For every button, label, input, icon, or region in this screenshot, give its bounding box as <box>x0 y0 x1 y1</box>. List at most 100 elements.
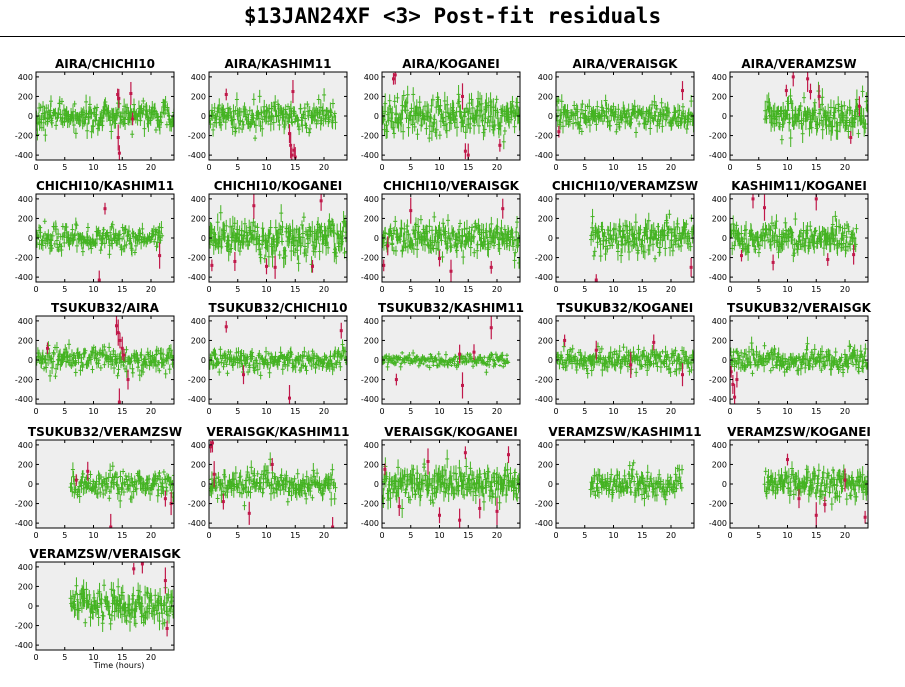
flagged-point <box>849 136 853 140</box>
y-tick-label: 200 <box>364 92 379 101</box>
flagged-point <box>498 143 502 147</box>
flagged-point <box>740 254 743 258</box>
x-tick-label: 10 <box>608 285 618 294</box>
y-tick-label: 400 <box>712 73 727 82</box>
panel-title: AIRA/CHICHI10 <box>55 57 155 71</box>
x-tick-label: 0 <box>206 163 211 172</box>
flagged-point <box>806 77 810 81</box>
y-tick-label: 200 <box>191 214 206 223</box>
flagged-point <box>290 153 294 157</box>
x-tick-label: 10 <box>261 285 271 294</box>
flagged-point <box>501 207 505 211</box>
y-tick-label: 200 <box>712 92 727 101</box>
flagged-point <box>393 73 397 77</box>
data-points <box>209 320 347 404</box>
flagged-point <box>118 338 122 342</box>
flagged-point <box>809 90 812 94</box>
y-tick-label: 400 <box>364 73 379 82</box>
y-tick-label: 0 <box>28 356 33 365</box>
y-tick-label: 0 <box>548 234 553 243</box>
y-tick-label: 0 <box>374 112 379 121</box>
flagged-point <box>382 263 386 267</box>
flagged-point <box>814 197 818 201</box>
x-tick-label: 15 <box>637 285 647 294</box>
panel-title: AIRA/VERAMZSW <box>741 57 856 71</box>
panel: AIRA/VERAISGK -400 -200 0 200 400 0 5 10 15 20 <box>535 57 695 172</box>
flagged-point <box>594 278 598 282</box>
x-tick-label: 5 <box>756 285 761 294</box>
y-tick-label: -400 <box>15 273 33 282</box>
flagged-point <box>224 92 228 96</box>
x-tick-label: 15 <box>463 163 473 172</box>
y-tick-label: -200 <box>709 254 727 263</box>
panel-title: AIRA/KASHIM11 <box>224 57 331 71</box>
flagged-point <box>97 278 101 282</box>
x-tick-label: 10 <box>782 163 792 172</box>
flagged-point <box>557 130 561 134</box>
flagged-point <box>129 92 133 96</box>
y-tick-label: 400 <box>18 195 33 204</box>
x-tick-label: 15 <box>637 163 647 172</box>
flagged-point <box>463 149 467 153</box>
y-tick-label: 0 <box>722 234 727 243</box>
flagged-point <box>466 153 470 157</box>
flagged-point <box>292 148 296 152</box>
flagged-point <box>273 265 277 269</box>
flagged-point <box>46 346 49 350</box>
flagged-point <box>689 265 693 269</box>
data-points <box>36 81 174 160</box>
flagged-point <box>117 151 121 155</box>
flagged-point <box>103 207 107 211</box>
x-tick-label: 0 <box>33 163 38 172</box>
flagged-point <box>131 117 135 121</box>
panel: AIRA/VERAMZSW -400 -200 0 200 400 0 5 10 15 20 <box>709 57 869 172</box>
flagged-point <box>120 346 124 350</box>
flagged-point <box>409 209 413 213</box>
x-tick-label: 15 <box>811 285 821 294</box>
x-tick-label: 10 <box>782 285 792 294</box>
y-tick-label: -400 <box>361 151 379 160</box>
y-tick-label: 0 <box>722 112 727 121</box>
y-tick-label: -400 <box>188 151 206 160</box>
y-tick-label: -400 <box>709 273 727 282</box>
y-tick-label: 0 <box>28 234 33 243</box>
x-tick-label: 0 <box>379 285 384 294</box>
y-tick-label: 200 <box>18 92 33 101</box>
y-tick-label: -200 <box>361 132 379 141</box>
flagged-point <box>791 75 795 79</box>
x-tick-label: 0 <box>206 285 211 294</box>
y-tick-label: 200 <box>712 214 727 223</box>
data-points <box>382 197 520 282</box>
x-tick-label: 20 <box>146 163 156 172</box>
x-tick-label: 20 <box>492 163 502 172</box>
y-tick-label: 400 <box>191 195 206 204</box>
x-tick-label: 10 <box>88 163 98 172</box>
data-points <box>209 80 338 160</box>
data-points <box>762 72 868 148</box>
y-tick-label: -400 <box>15 395 33 404</box>
x-tick-label: 0 <box>727 163 732 172</box>
y-tick-label: -200 <box>188 254 206 263</box>
x-tick-label: 0 <box>379 163 384 172</box>
panel-title: AIRA/KOGANEI <box>402 57 499 71</box>
x-tick-label: 10 <box>261 163 271 172</box>
flagged-point <box>852 253 856 257</box>
panel-title: CHICHI10/KASHIM11 <box>36 179 174 193</box>
x-tick-label: 0 <box>727 285 732 294</box>
flagged-point <box>319 199 323 203</box>
flagged-point <box>392 77 395 81</box>
x-tick-label: 10 <box>88 285 98 294</box>
data-points <box>36 316 174 404</box>
y-tick-label: -400 <box>188 273 206 282</box>
x-tick-label: 15 <box>117 407 127 416</box>
x-tick-label: 15 <box>290 163 300 172</box>
flagged-point <box>291 90 295 94</box>
y-tick-label: 400 <box>191 73 206 82</box>
x-tick-label: 20 <box>146 407 156 416</box>
flagged-point <box>122 353 126 357</box>
x-tick-label: 20 <box>146 285 156 294</box>
x-tick-label: 10 <box>608 163 618 172</box>
y-tick-label: 200 <box>191 92 206 101</box>
